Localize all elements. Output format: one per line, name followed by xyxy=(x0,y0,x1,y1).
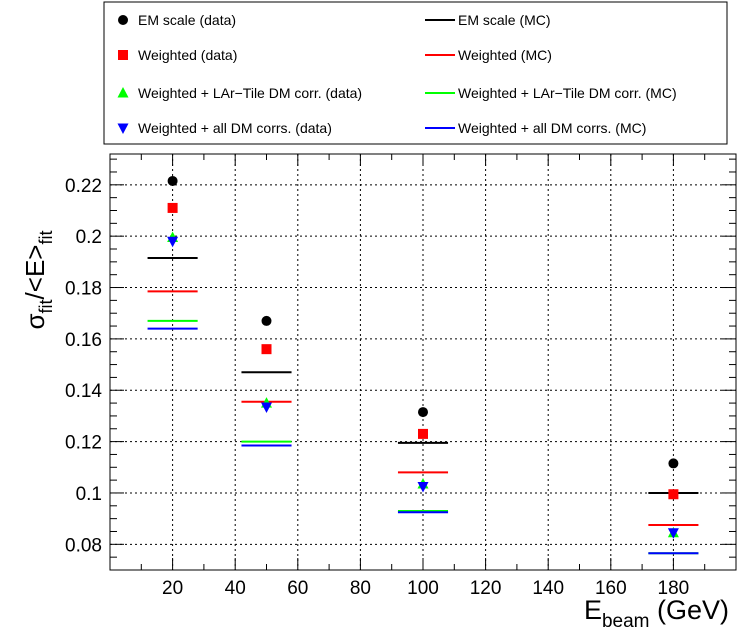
legend-label: Weighted + LAr−Tile DM corr. (MC) xyxy=(458,85,677,101)
plot-border xyxy=(109,153,737,571)
y-tick-label: 0.1 xyxy=(76,484,102,505)
data-point xyxy=(668,458,679,469)
data-point xyxy=(167,202,178,213)
legend-marker xyxy=(118,15,128,25)
y-tick-label: 0.22 xyxy=(65,176,102,197)
y-tick-label: 0.08 xyxy=(65,535,102,556)
data-point xyxy=(167,236,179,248)
data-point xyxy=(417,482,429,493)
legend-label: Weighted + all DM corrs. (MC) xyxy=(458,120,646,136)
x-axis-title: Ebeam (GeV) xyxy=(584,595,729,632)
data-point xyxy=(261,402,272,413)
plot-frame xyxy=(110,154,739,570)
x-tick-label: 100 xyxy=(407,578,439,599)
x-tick-label: 180 xyxy=(658,578,690,599)
x-tick-label: 20 xyxy=(162,578,183,599)
x-tick-label: 160 xyxy=(595,578,627,599)
legend: EM scale (data) Weighted (data) Weighted +… xyxy=(117,12,677,136)
x-tick-label: 80 xyxy=(350,578,371,599)
legend-label: EM scale (MC) xyxy=(458,12,551,28)
legend-label: Weighted + all DM corrs. (data) xyxy=(138,120,332,136)
data-point xyxy=(418,407,428,418)
x-tick-label: 140 xyxy=(532,578,564,599)
data-point xyxy=(167,175,178,186)
legend-label: Weighted (MC) xyxy=(458,47,552,63)
legend-box xyxy=(103,1,728,145)
y-tick-label: 0.2 xyxy=(76,227,102,248)
data-point xyxy=(667,528,679,539)
y-tick-label: 0.18 xyxy=(65,279,102,300)
data-point xyxy=(668,489,679,500)
legend-label: Weighted + LAr−Tile DM corr. (data) xyxy=(138,85,362,101)
x-tick-label: 60 xyxy=(287,578,308,599)
legend-label: EM scale (data) xyxy=(138,12,236,28)
y-tick-label: 0.16 xyxy=(65,330,102,351)
legend-label: Weighted (data) xyxy=(138,47,237,63)
legend-marker xyxy=(117,123,129,134)
axis-ticks: 20 40 60 80 100 120 140 160 180 0.08 0.1 0.12 0.14 0.… xyxy=(65,154,736,599)
x-tick-label: 40 xyxy=(225,578,246,599)
data-point xyxy=(261,315,272,326)
data-point xyxy=(261,344,272,355)
data-point xyxy=(418,428,428,439)
y-tick-label: 0.12 xyxy=(65,433,102,454)
y-tick-label: 0.14 xyxy=(65,381,102,402)
y-axis-title: σfit/<E>fit xyxy=(20,230,56,329)
legend-marker xyxy=(117,87,129,98)
legend-marker xyxy=(118,50,128,60)
data-series xyxy=(167,175,679,539)
x-tick-label: 120 xyxy=(470,578,502,599)
grid xyxy=(110,154,736,570)
